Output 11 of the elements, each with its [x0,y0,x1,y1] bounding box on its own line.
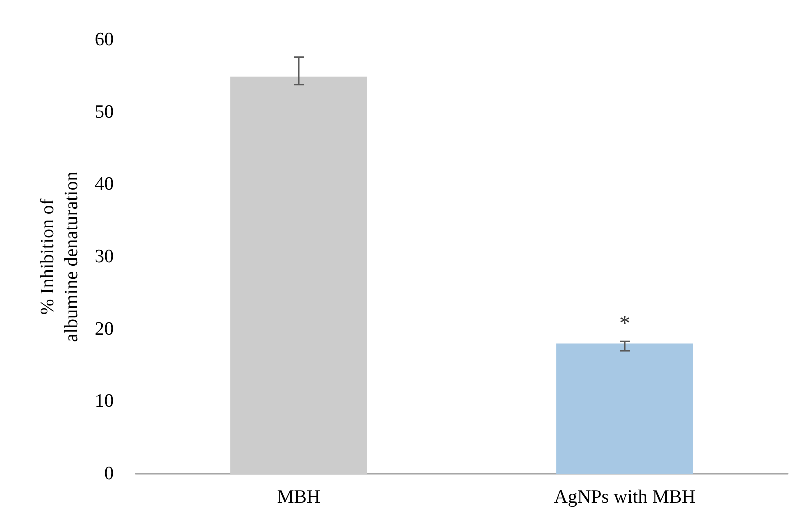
y-tick-label: 20 [95,318,114,340]
annotation: * [620,310,630,336]
y-tick-label: 50 [95,102,114,123]
y-axis-title: % Inhibition of albumine denaturation [38,171,82,342]
y-tick-label: 10 [95,391,114,412]
y-tick-label: 0 [104,464,114,484]
y-tick-label: 40 [95,174,114,196]
x-tick-label: MBH [277,487,321,508]
y-tick-label: 30 [95,246,114,268]
x-tick-label: AgNPs with MBH [554,487,696,508]
y-tick-label: 60 [95,30,114,50]
